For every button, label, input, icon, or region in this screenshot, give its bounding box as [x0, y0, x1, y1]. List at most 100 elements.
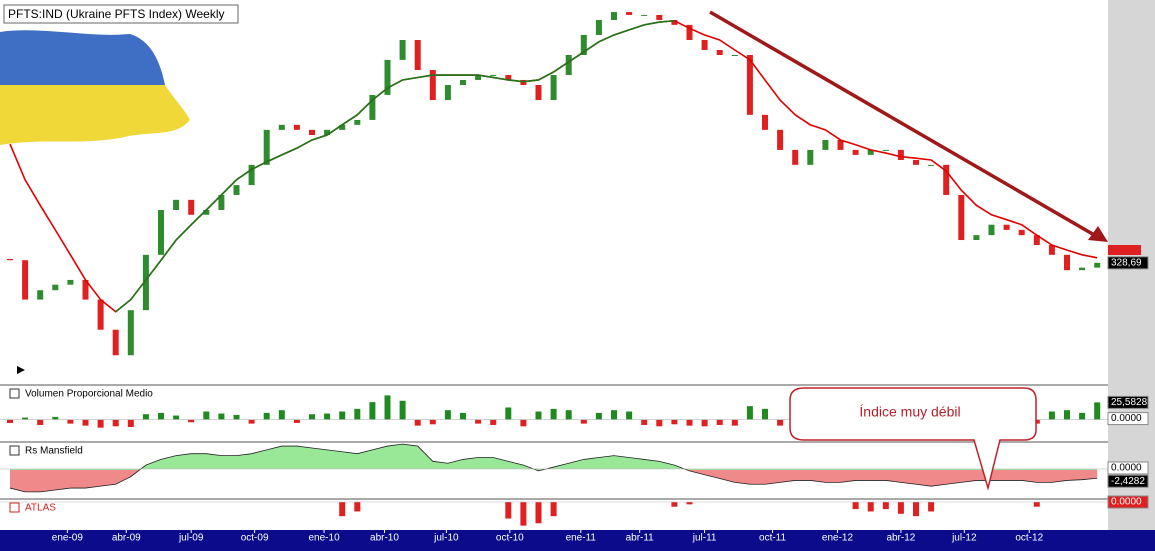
- candle: [324, 129, 331, 136]
- histogram-bar: [82, 419, 89, 426]
- candle: [716, 50, 723, 55]
- candle: [233, 185, 240, 195]
- panel-toggle[interactable]: [9, 445, 20, 456]
- candle: [777, 129, 784, 150]
- candle: [1018, 229, 1025, 236]
- x-tick-label: abr-09: [112, 533, 141, 544]
- candle: [1048, 245, 1055, 255]
- x-tick-label: jul-12: [951, 533, 977, 544]
- candle: [52, 284, 59, 291]
- histogram-bar: [1048, 411, 1055, 420]
- candle: [686, 24, 693, 40]
- histogram-bar: [278, 410, 285, 420]
- histogram-bar: [626, 411, 633, 420]
- candle: [822, 139, 829, 150]
- chart-title: PFTS:IND (Ukraine PFTS Index) Weekly: [8, 7, 225, 21]
- last-value-tag: [1107, 474, 1149, 488]
- histogram-bar: [595, 412, 602, 420]
- histogram-bar: [399, 400, 406, 420]
- histogram-bar: [188, 419, 195, 423]
- histogram-bar: [203, 411, 210, 420]
- histogram-bar: [580, 419, 587, 424]
- panel-title: Rs Mansfield: [25, 446, 83, 457]
- candle: [943, 164, 950, 195]
- histogram-bar: [414, 419, 421, 426]
- histogram-bar: [520, 502, 527, 526]
- histogram-bar: [746, 406, 753, 420]
- zero-tag: [1107, 461, 1149, 475]
- time-axis: [0, 530, 1155, 551]
- x-tick-label: abr-12: [886, 533, 915, 544]
- candle: [867, 149, 874, 155]
- x-tick-label: oct-12: [1015, 533, 1043, 544]
- candle: [248, 164, 255, 186]
- histogram-bar: [263, 412, 270, 420]
- x-tick-label: oct-11: [759, 533, 786, 544]
- histogram-bar: [505, 502, 512, 519]
- candle: [580, 34, 587, 55]
- histogram-bar: [535, 502, 542, 524]
- candle: [671, 20, 678, 25]
- panel-toggle[interactable]: [9, 502, 20, 513]
- panel-toggle[interactable]: [9, 388, 20, 399]
- candle: [354, 119, 361, 125]
- candle: [218, 194, 225, 211]
- candle: [7, 259, 13, 261]
- candle: [460, 79, 466, 85]
- histogram-bar: [444, 410, 451, 420]
- histogram-bar: [142, 414, 149, 420]
- histogram-bar: [882, 502, 889, 510]
- candle: [656, 14, 663, 21]
- histogram-bar: [339, 502, 346, 517]
- candle: [746, 54, 753, 115]
- histogram-bar: [1094, 402, 1101, 420]
- zero-tag-label: 0.0000: [1111, 413, 1142, 424]
- histogram-bar: [309, 414, 315, 420]
- histogram-bar: [112, 419, 119, 427]
- panel-title: Volumen Proporcional Medio: [25, 389, 153, 400]
- separators: [0, 384, 1108, 500]
- candle: [1003, 224, 1010, 230]
- histogram-bar: [22, 417, 29, 420]
- x-tick-label: ene-09: [52, 533, 84, 544]
- candle: [535, 84, 542, 101]
- histogram-bar: [429, 419, 436, 425]
- histogram-bar: [384, 395, 391, 420]
- candle: [565, 54, 572, 76]
- candle: [429, 70, 436, 101]
- histogram-bar: [550, 502, 557, 517]
- histogram-bar: [852, 502, 859, 510]
- area-positive: [10, 444, 1098, 470]
- histogram-bar: [293, 419, 300, 423]
- candle: [37, 290, 44, 300]
- histogram-bar: [1064, 410, 1070, 420]
- histogram-bar: [475, 419, 482, 424]
- candle: [595, 20, 602, 35]
- trend-line: [709, 10, 1097, 238]
- x-tick-label: ene-12: [822, 533, 854, 544]
- histogram-bar: [867, 502, 874, 512]
- moving-average: [115, 19, 675, 313]
- candle: [309, 129, 315, 136]
- zero-tag: [1107, 412, 1149, 426]
- candle: [67, 279, 74, 285]
- histogram-bar: [233, 414, 240, 420]
- candle: [97, 299, 104, 330]
- last-price-tag-label: 328,69: [1111, 257, 1142, 268]
- callout: [789, 387, 1037, 491]
- callout-text: Índice muy débil: [859, 404, 960, 420]
- candle: [142, 254, 149, 311]
- candle: [127, 310, 134, 356]
- histogram-bar: [158, 412, 164, 420]
- candle: [188, 199, 195, 215]
- x-tick-label: oct-10: [496, 533, 524, 544]
- histogram-bar: [248, 419, 255, 424]
- histogram-bar: [97, 419, 104, 428]
- histogram-bar: [913, 502, 919, 517]
- histogram-bar: [520, 419, 527, 427]
- x-tick-label: oct-09: [241, 533, 269, 544]
- x-tick-label: jul-11: [692, 533, 717, 544]
- candle: [1033, 235, 1040, 246]
- x-tick-label: abr-11: [626, 533, 655, 544]
- candle: [852, 149, 859, 155]
